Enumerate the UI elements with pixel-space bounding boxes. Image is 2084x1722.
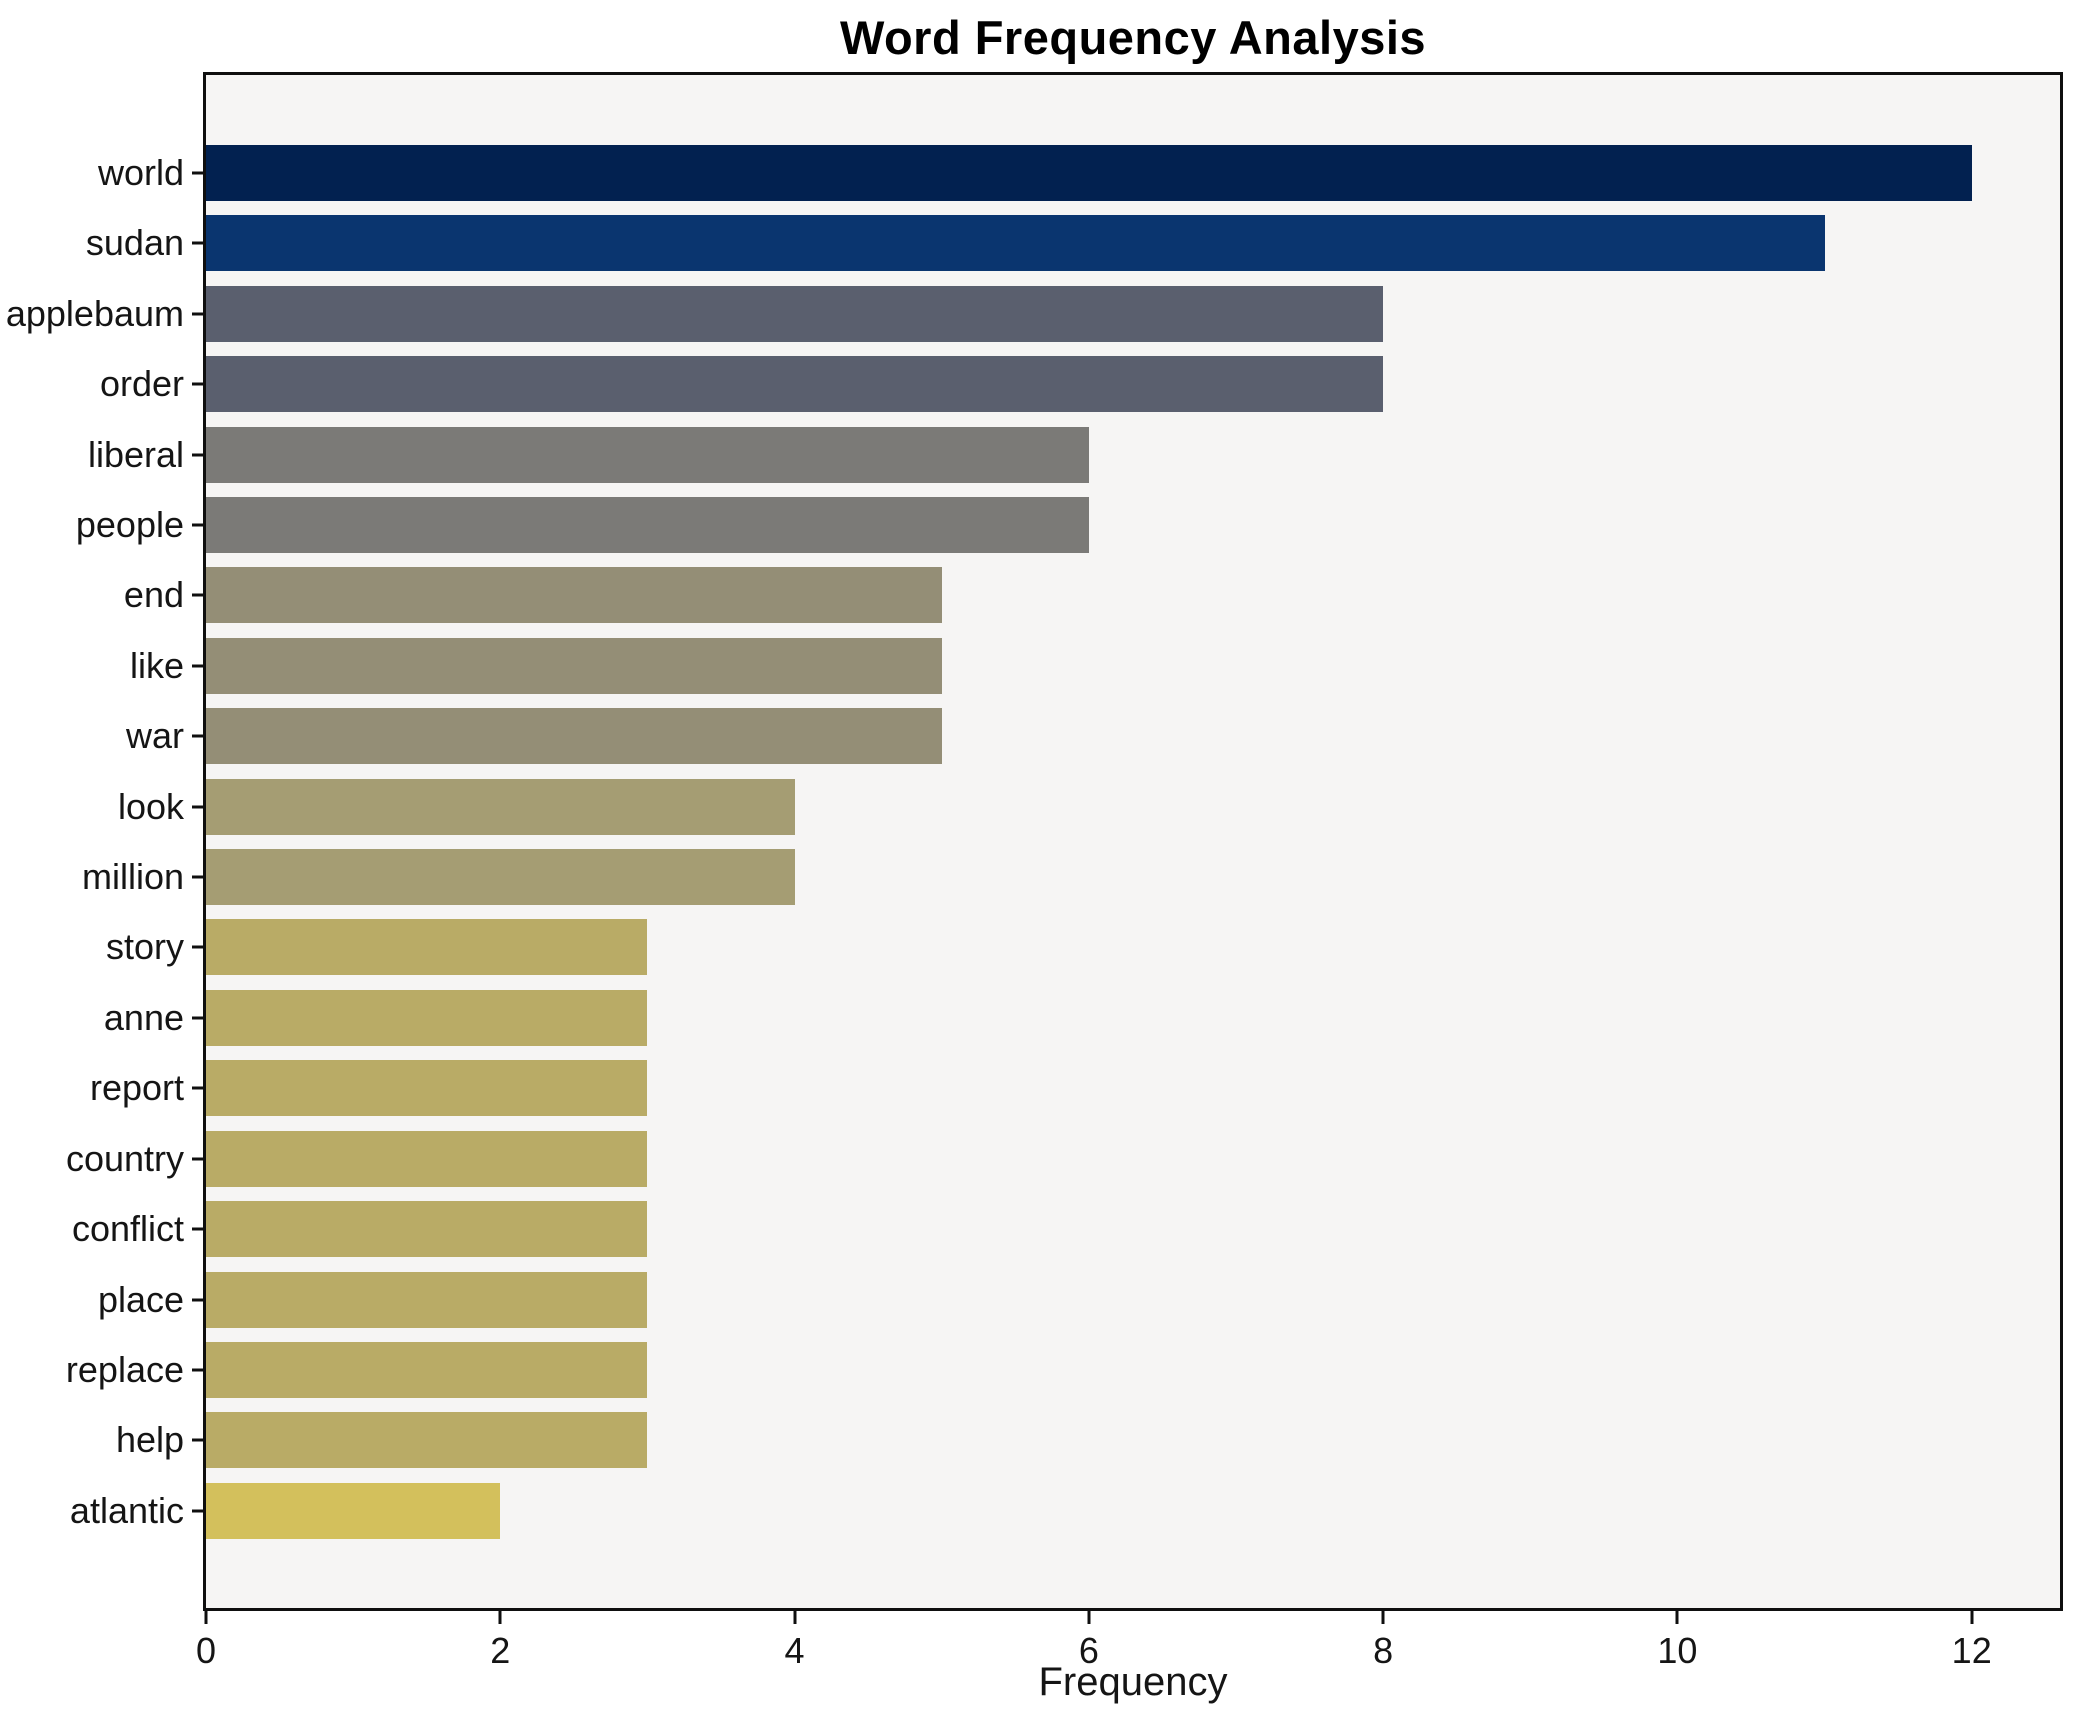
bar-country: [206, 1130, 648, 1187]
y-tick-million: [192, 875, 203, 879]
bar-help: [206, 1412, 648, 1469]
y-axis-label-replace: replace: [65, 1348, 184, 1390]
bar-look: [206, 778, 795, 835]
bar-row-million: million: [82, 849, 2060, 906]
bar-row-sudan: sudan: [86, 215, 2060, 272]
x-tick-label-4: 4: [784, 1630, 805, 1671]
y-axis-label-applebaum: applebaum: [5, 292, 184, 334]
bar-world: [206, 145, 1972, 201]
y-tick-sudan: [192, 241, 203, 245]
y-axis-label-like: like: [129, 644, 184, 686]
plot-area: world sudan applebaum order liberal people end…: [6, 72, 2063, 1671]
y-tick-place: [192, 1298, 203, 1301]
y-axis-label-anne: anne: [103, 996, 184, 1038]
bar-row-story: story: [106, 919, 2060, 976]
bar-people: [206, 497, 1089, 554]
bar-row-anne: anne: [104, 989, 2060, 1046]
y-axis-label-look: look: [117, 785, 184, 827]
bar-conflict: [206, 1201, 648, 1258]
x-tick-label-6: 6: [1078, 1630, 1099, 1671]
bar-row-people: people: [76, 497, 2060, 554]
y-axis-label-help: help: [115, 1419, 184, 1461]
y-tick-story: [192, 945, 203, 949]
y-axis-label-war: war: [125, 715, 184, 757]
y-tick-country: [192, 1157, 203, 1161]
y-axis-label-story: story: [105, 926, 184, 968]
bar-like: [206, 637, 942, 694]
x-tick-12: [1970, 1611, 1974, 1624]
bar-row-replace: replace: [66, 1341, 2060, 1398]
x-tick-label-12: 12: [1951, 1630, 1992, 1671]
y-tick-atlantic: [192, 1509, 203, 1513]
bar-row-conflict: conflict: [72, 1201, 2060, 1258]
bar-row-atlantic: atlantic: [70, 1482, 2060, 1539]
x-tick-4: [793, 1611, 797, 1624]
bar-series: world sudan applebaum order liberal people end…: [6, 75, 2060, 1608]
y-tick-help: [192, 1438, 203, 1442]
x-tick-6: [1087, 1611, 1091, 1624]
y-axis-label-end: end: [123, 574, 184, 616]
x-tick-0: [204, 1611, 208, 1624]
bar-row-look: look: [118, 778, 2060, 835]
y-tick-look: [192, 805, 203, 809]
x-tick-2: [498, 1611, 502, 1624]
x-tick-label-10: 10: [1657, 1630, 1698, 1671]
bar-anne: [206, 989, 648, 1046]
bar-row-order: order: [100, 356, 2060, 413]
y-axis-label-place: place: [97, 1278, 184, 1320]
bar-row-place: place: [98, 1271, 2060, 1328]
bar-atlantic: [206, 1482, 501, 1539]
y-tick-conflict: [192, 1227, 203, 1231]
bar-end: [206, 567, 942, 624]
x-tick-10: [1675, 1611, 1679, 1624]
bar-row-end: end: [124, 567, 2060, 624]
bar-replace: [206, 1341, 648, 1398]
y-tick-applebaum: [192, 312, 203, 316]
bar-million: [206, 849, 795, 906]
bar-row-country: country: [66, 1130, 2060, 1187]
y-axis-label-order: order: [99, 363, 184, 405]
chart-title: Word Frequency Analysis: [839, 11, 1427, 64]
bar-story: [206, 919, 648, 976]
bar-report: [206, 1060, 648, 1117]
bar-applebaum: [206, 285, 1384, 342]
bar-row-war: war: [126, 708, 2060, 765]
y-axis-label-country: country: [65, 1137, 184, 1179]
y-tick-like: [192, 664, 203, 668]
y-tick-people: [192, 523, 203, 527]
y-axis-label-conflict: conflict: [71, 1208, 184, 1250]
x-tick-label-2: 2: [490, 1630, 511, 1671]
y-tick-liberal: [192, 453, 203, 457]
y-tick-world: [192, 171, 203, 175]
bar-row-liberal: liberal: [88, 426, 2060, 483]
y-tick-report: [192, 1086, 203, 1090]
x-tick-8: [1381, 1611, 1385, 1624]
y-tick-war: [192, 734, 203, 738]
y-axis-label-sudan: sudan: [85, 222, 184, 264]
bar-row-report: report: [90, 1060, 2060, 1117]
y-axis-label-atlantic: atlantic: [69, 1489, 184, 1531]
y-tick-order: [192, 382, 203, 386]
y-axis-label-report: report: [89, 1067, 184, 1109]
y-tick-end: [192, 593, 203, 597]
bar-place: [206, 1271, 648, 1328]
bar-order: [206, 356, 1384, 413]
x-tick-label-8: 8: [1373, 1630, 1394, 1671]
x-tick-label-0: 0: [195, 1630, 217, 1671]
y-axis-label-million: million: [81, 856, 184, 898]
bar-row-like: like: [130, 637, 2060, 694]
bar-row-applebaum: applebaum: [6, 285, 2060, 342]
y-axis-label-world: world: [97, 152, 184, 193]
bar-liberal: [206, 426, 1089, 483]
bar-row-help: help: [116, 1412, 2060, 1469]
y-axis-label-people: people: [75, 504, 184, 546]
bar-sudan: [206, 215, 1825, 272]
y-tick-anne: [192, 1016, 203, 1020]
bar-row-world: world: [98, 145, 2060, 201]
x-axis-title: Frequency: [1038, 1660, 1228, 1704]
bar-war: [206, 708, 942, 765]
y-axis-label-liberal: liberal: [87, 433, 184, 475]
y-tick-replace: [192, 1368, 203, 1372]
